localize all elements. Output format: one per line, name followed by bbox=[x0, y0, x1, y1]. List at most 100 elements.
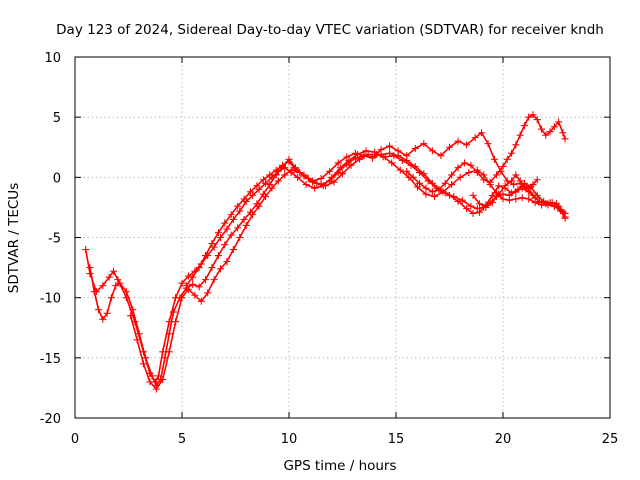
data-point bbox=[458, 196, 466, 204]
data-point bbox=[542, 200, 550, 208]
x-axis-title: GPS time / hours bbox=[283, 458, 396, 474]
data-point bbox=[471, 134, 479, 142]
data-point bbox=[339, 170, 346, 178]
data-point bbox=[148, 372, 156, 380]
data-point bbox=[535, 197, 543, 205]
data-point bbox=[184, 272, 192, 280]
data-point bbox=[538, 125, 546, 133]
data-point bbox=[456, 173, 464, 181]
data-point bbox=[413, 183, 421, 191]
series-arc-f bbox=[469, 171, 541, 211]
y-axis-title: SDTVAR / TECUs bbox=[6, 183, 22, 293]
data-point bbox=[533, 116, 541, 124]
data-point bbox=[525, 195, 533, 203]
data-point bbox=[469, 209, 477, 217]
data-point bbox=[550, 123, 558, 131]
data-point bbox=[516, 177, 524, 185]
data-point bbox=[302, 181, 310, 189]
data-point bbox=[488, 191, 496, 199]
data-point bbox=[204, 289, 212, 297]
data-point bbox=[343, 153, 351, 161]
data-point bbox=[214, 229, 222, 237]
data-point bbox=[448, 171, 456, 179]
data-point bbox=[428, 147, 436, 155]
data-point bbox=[146, 378, 154, 386]
data-point bbox=[223, 258, 231, 266]
data-point bbox=[542, 131, 550, 139]
data-point bbox=[529, 181, 537, 189]
series-arc-e bbox=[403, 111, 569, 196]
data-point bbox=[351, 149, 359, 157]
x-tick-label: 15 bbox=[388, 432, 405, 447]
data-point bbox=[422, 184, 430, 192]
data-point bbox=[217, 265, 225, 273]
data-point bbox=[386, 142, 394, 150]
data-point bbox=[473, 169, 481, 177]
data-point bbox=[202, 276, 210, 284]
data-point bbox=[520, 122, 528, 130]
data-point bbox=[356, 155, 364, 163]
data-point bbox=[202, 252, 210, 260]
data-point bbox=[208, 264, 216, 272]
data-point bbox=[159, 375, 167, 383]
data-point bbox=[86, 264, 94, 272]
data-point bbox=[255, 202, 263, 210]
data-point bbox=[236, 234, 244, 241]
data-point bbox=[129, 306, 137, 314]
data-point bbox=[281, 171, 289, 179]
data-point bbox=[142, 354, 150, 362]
data-point bbox=[236, 207, 244, 215]
data-point bbox=[508, 177, 516, 185]
data-point bbox=[503, 155, 511, 163]
data-point bbox=[221, 241, 229, 249]
data-point bbox=[424, 177, 432, 185]
data-point bbox=[82, 246, 90, 254]
data-point bbox=[512, 195, 520, 203]
data-point bbox=[403, 152, 411, 160]
data-point bbox=[240, 215, 248, 223]
data-point bbox=[409, 173, 417, 181]
data-point bbox=[103, 309, 111, 317]
data-point bbox=[159, 348, 167, 356]
data-point bbox=[441, 189, 449, 197]
data-point bbox=[234, 224, 242, 232]
y-tick-label: -5 bbox=[48, 232, 61, 247]
data-point bbox=[266, 181, 274, 189]
data-point bbox=[313, 179, 321, 187]
data-point bbox=[261, 193, 269, 201]
data-point bbox=[229, 246, 237, 254]
data-point bbox=[217, 234, 225, 241]
data-point bbox=[398, 156, 406, 164]
data-point bbox=[499, 163, 507, 171]
y-tick-label: 0 bbox=[53, 171, 61, 186]
data-point bbox=[416, 179, 424, 187]
data-point bbox=[518, 194, 526, 202]
x-tick-label: 25 bbox=[602, 432, 619, 447]
data-point bbox=[473, 205, 481, 213]
data-point bbox=[416, 169, 424, 177]
data-point bbox=[437, 152, 445, 160]
data-point bbox=[475, 208, 483, 216]
data-point bbox=[561, 209, 569, 217]
data-point bbox=[240, 195, 248, 203]
data-point bbox=[508, 149, 516, 157]
data-point bbox=[105, 273, 113, 281]
data-point bbox=[272, 166, 280, 174]
x-tick-label: 10 bbox=[281, 432, 298, 447]
series-trace bbox=[89, 152, 564, 387]
data-point bbox=[249, 191, 257, 199]
data-point bbox=[490, 155, 498, 163]
data-point bbox=[516, 131, 524, 139]
data-point bbox=[221, 219, 229, 227]
data-point bbox=[422, 190, 430, 198]
data-point bbox=[99, 315, 107, 323]
data-point bbox=[178, 279, 186, 287]
data-point bbox=[407, 161, 415, 169]
data-point bbox=[227, 231, 235, 239]
data-point bbox=[172, 318, 180, 326]
data-point bbox=[189, 273, 197, 281]
y-tick-label: -15 bbox=[40, 352, 61, 367]
data-point bbox=[182, 282, 190, 290]
y-tick-label: -10 bbox=[40, 292, 61, 307]
data-point bbox=[396, 166, 404, 174]
